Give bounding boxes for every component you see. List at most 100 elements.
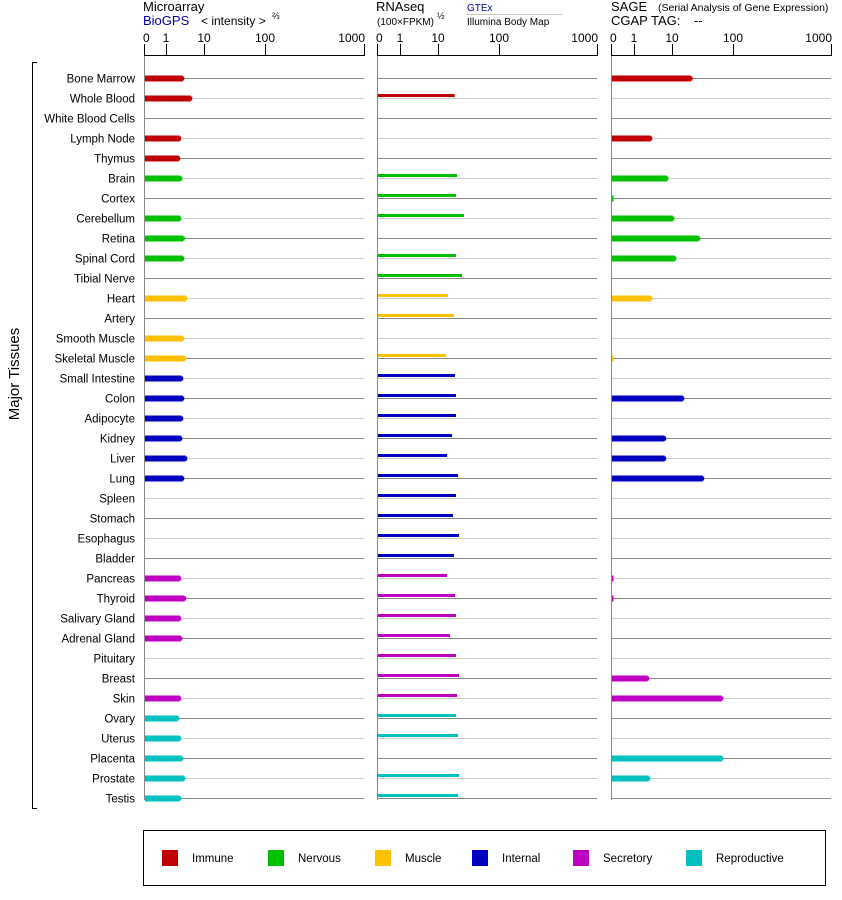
biogps-link[interactable]: BioGPS <box>143 13 190 28</box>
bar-microarray[interactable] <box>145 375 182 382</box>
bar-microarray[interactable] <box>145 775 184 782</box>
bar-sage[interactable] <box>612 455 665 462</box>
bar-microarray[interactable] <box>145 255 183 262</box>
bar-rnaseq[interactable] <box>378 734 459 737</box>
bar-microarray[interactable] <box>145 695 180 702</box>
bar-rnaseq[interactable] <box>378 774 460 777</box>
bar-rnaseq[interactable] <box>378 534 460 537</box>
bar-rnaseq[interactable] <box>378 574 448 577</box>
bar-sage[interactable] <box>612 195 614 202</box>
bar-sage[interactable] <box>612 595 614 602</box>
bar-microarray[interactable] <box>145 295 186 302</box>
tissue-label: Uterus <box>101 734 135 746</box>
bar-sage[interactable] <box>612 775 649 782</box>
bar-microarray[interactable] <box>145 95 191 102</box>
tick-label: 1000 <box>805 31 832 45</box>
bar-cap <box>182 236 185 241</box>
bar-sage[interactable] <box>612 75 692 82</box>
bar-cap <box>179 136 182 141</box>
tissue-label: Small Intestine <box>60 374 135 386</box>
bar-sage[interactable] <box>612 695 722 702</box>
bar-rnaseq[interactable] <box>378 434 453 437</box>
bar-microarray[interactable] <box>145 575 180 582</box>
rnaseq-unit: (100×FPKM) <box>377 17 434 28</box>
tick-label: 100 <box>723 31 743 45</box>
bar-microarray[interactable] <box>145 455 186 462</box>
bar-rnaseq[interactable] <box>378 694 458 697</box>
bar-sage[interactable] <box>612 395 683 402</box>
bar-rnaseq[interactable] <box>378 454 448 457</box>
bar-microarray[interactable] <box>145 715 178 722</box>
tissue-label: Cerebellum <box>76 214 135 226</box>
bar-microarray[interactable] <box>145 735 180 742</box>
tissue-label: Bladder <box>95 554 135 566</box>
bar-microarray[interactable] <box>145 235 184 242</box>
bar-rnaseq[interactable] <box>378 174 458 177</box>
bar-rnaseq[interactable] <box>378 514 453 517</box>
legend-label-nervous: Nervous <box>298 853 341 865</box>
bar-rnaseq[interactable] <box>378 674 460 677</box>
bar-sage[interactable] <box>612 755 722 762</box>
bar-rnaseq[interactable] <box>378 394 456 397</box>
gtex-link[interactable]: GTEx <box>467 3 493 14</box>
bar-microarray[interactable] <box>145 175 181 182</box>
tick-label: 1 <box>397 31 404 45</box>
bar-microarray[interactable] <box>145 75 183 82</box>
bar-rnaseq[interactable] <box>378 554 455 557</box>
bar-microarray[interactable] <box>145 415 182 422</box>
bar-sage[interactable] <box>612 475 703 482</box>
bar-rnaseq[interactable] <box>378 794 459 797</box>
bar-cap <box>182 396 185 401</box>
bar-microarray[interactable] <box>145 795 180 802</box>
bar-microarray[interactable] <box>145 335 183 342</box>
bar-sage[interactable] <box>612 575 614 582</box>
bar-rnaseq[interactable] <box>378 274 462 277</box>
bar-rnaseq[interactable] <box>378 194 456 197</box>
bar-microarray[interactable] <box>145 135 180 142</box>
legend-swatch-nervous <box>268 850 284 866</box>
bar-rnaseq[interactable] <box>378 494 456 497</box>
bar-microarray[interactable] <box>145 435 181 442</box>
bar-rnaseq[interactable] <box>378 474 459 477</box>
bar-sage[interactable] <box>612 135 651 142</box>
bar-sage[interactable] <box>612 355 614 362</box>
bar-sage[interactable] <box>612 235 699 242</box>
bar-microarray[interactable] <box>145 615 180 622</box>
bar-rnaseq[interactable] <box>378 634 450 637</box>
bar-microarray[interactable] <box>145 355 185 362</box>
bar-cap <box>647 676 650 681</box>
bar-rnaseq[interactable] <box>378 214 465 217</box>
bar-rnaseq[interactable] <box>378 594 456 597</box>
bar-microarray[interactable] <box>145 595 185 602</box>
tissue-label: Placenta <box>90 754 135 766</box>
bar-sage[interactable] <box>612 175 667 182</box>
bar-microarray[interactable] <box>145 755 182 762</box>
bar-microarray[interactable] <box>145 395 183 402</box>
bar-sage[interactable] <box>612 435 665 442</box>
bar-rnaseq[interactable] <box>378 254 456 257</box>
bar-cap <box>648 776 651 781</box>
group-label: Major Tissues <box>6 328 23 421</box>
bar-rnaseq[interactable] <box>378 614 456 617</box>
bar-rnaseq[interactable] <box>378 354 446 357</box>
bar-sage[interactable] <box>612 215 673 222</box>
bar-rnaseq[interactable] <box>378 714 456 717</box>
bar-rnaseq[interactable] <box>378 414 456 417</box>
bar-microarray[interactable] <box>145 155 179 162</box>
bar-cap <box>182 256 185 261</box>
bar-microarray[interactable] <box>145 475 183 482</box>
bar-rnaseq[interactable] <box>378 294 449 297</box>
bar-rnaseq[interactable] <box>378 654 456 657</box>
bar-rnaseq[interactable] <box>378 374 456 377</box>
bar-sage[interactable] <box>612 255 675 262</box>
bar-cap <box>674 256 677 261</box>
tissue-label: Stomach <box>90 514 135 526</box>
bar-sage[interactable] <box>612 675 648 682</box>
bar-rnaseq[interactable] <box>378 94 455 97</box>
tissue-label: Thyroid <box>97 594 135 606</box>
legend-swatch-immune <box>162 850 178 866</box>
bar-rnaseq[interactable] <box>378 314 455 317</box>
bar-microarray[interactable] <box>145 215 180 222</box>
bar-microarray[interactable] <box>145 635 181 642</box>
bar-sage[interactable] <box>612 295 651 302</box>
